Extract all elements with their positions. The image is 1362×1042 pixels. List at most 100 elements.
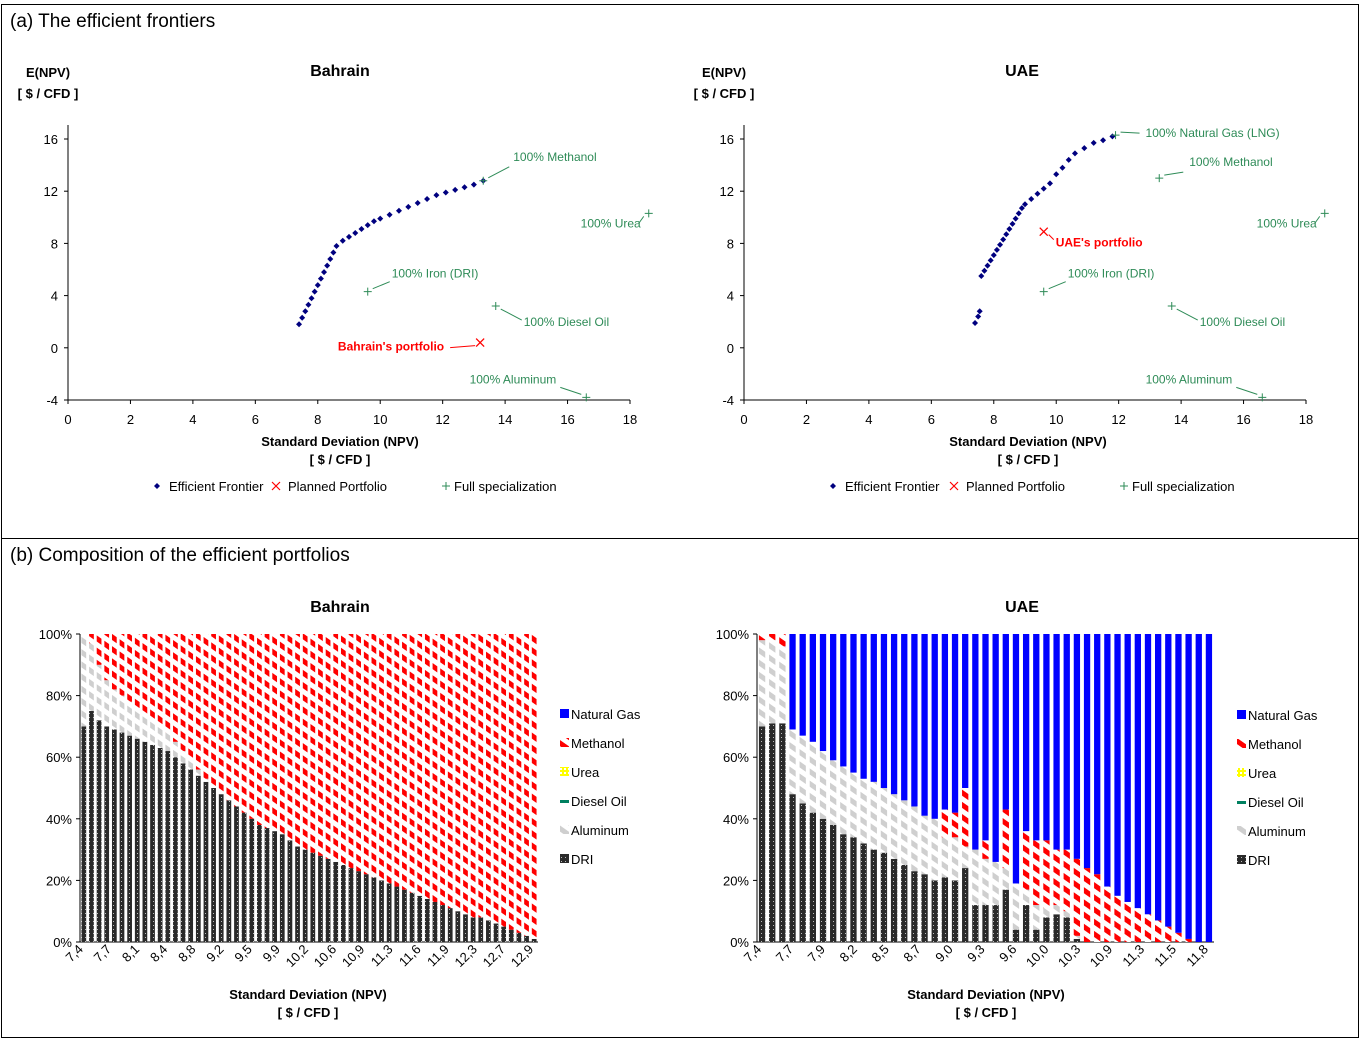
- bar-segment-natural-gas: [901, 634, 908, 801]
- legend-label-dri: DRI: [1248, 853, 1270, 868]
- x-axis-label: Standard Deviation (NPV): [229, 987, 386, 1002]
- x-tick-label: 12,9: [508, 942, 537, 971]
- x-tick-label: 8,2: [837, 942, 860, 965]
- bar-segment-aluminum: [165, 732, 171, 752]
- bar-segment-aluminum: [1022, 889, 1030, 906]
- bar-segment-aluminum: [180, 751, 186, 764]
- bar-segment-dri: [257, 824, 262, 942]
- x-axis-unit: [ $ / CFD ]: [310, 452, 371, 467]
- bar-segment-natural-gas: [911, 634, 918, 807]
- y-tick-label: 4: [51, 289, 58, 304]
- bar-segment-natural-gas: [1063, 634, 1070, 850]
- x-tick-label: 4: [865, 412, 872, 427]
- frontier-point: [452, 186, 459, 193]
- y-tick-label: 0: [727, 341, 734, 356]
- legend-specialization-label: Full specialization: [1132, 479, 1235, 494]
- bar-segment-methanol: [211, 634, 216, 788]
- bar-segment-natural-gas: [890, 634, 898, 795]
- x-tick-label: 10,9: [339, 942, 368, 971]
- specialization-point: [1167, 302, 1176, 311]
- frontier-point: [302, 308, 309, 315]
- bar-segment-methanol: [363, 634, 369, 875]
- specialization-leader: [1176, 308, 1198, 321]
- bar-segment-dri: [302, 849, 308, 942]
- bar-segment-methanol: [356, 634, 361, 872]
- frontier-point: [1009, 220, 1016, 227]
- x-tick-label: 12,3: [452, 942, 481, 971]
- y-tick-label: 8: [51, 236, 58, 251]
- bar-segment-methanol: [962, 788, 969, 847]
- bar-segment-natural-gas: [1154, 634, 1162, 921]
- frontier-point: [327, 256, 334, 263]
- bar-segment-aluminum: [173, 741, 178, 758]
- specialization-label: 100% Aluminum: [470, 372, 557, 386]
- x-tick-label: 9,2: [203, 942, 226, 965]
- specialization-point: [491, 302, 500, 311]
- bar-segment-aluminum: [188, 760, 194, 770]
- frontier-point: [395, 207, 402, 214]
- x-tick-label: 10: [1049, 412, 1063, 427]
- y-tick-label: 100%: [39, 627, 73, 642]
- bar-segment-dri: [911, 871, 918, 942]
- y-tick-label: 16: [720, 132, 734, 147]
- bar-segment-dri: [789, 794, 796, 942]
- bar-segment-dri: [218, 794, 224, 942]
- bar-segment-aluminum: [758, 640, 766, 727]
- frontier-point: [333, 243, 340, 250]
- specialization-leader: [372, 281, 390, 290]
- bar-segment-dri: [1002, 889, 1009, 942]
- legend-label-diesel-oil: Diesel Oil: [1248, 795, 1304, 810]
- bar-segment-aluminum: [89, 643, 94, 711]
- bar-segment-methanol: [1154, 920, 1162, 942]
- bar-segment-dri: [1012, 929, 1020, 942]
- planned-leader: [1048, 234, 1055, 241]
- bar-segment-dri: [982, 905, 989, 942]
- legend-swatch-urea: [560, 767, 569, 776]
- frontier-point: [1040, 185, 1047, 192]
- specialization-point: [1039, 287, 1048, 296]
- legend-label-aluminum: Aluminum: [571, 823, 629, 838]
- specialization-point: [1155, 174, 1164, 183]
- frontier-point: [314, 282, 321, 289]
- bar-segment-dri: [165, 751, 171, 942]
- frontier-point: [1003, 231, 1010, 238]
- bar-segment-dri: [1033, 929, 1040, 942]
- legend-swatch-aluminum: [1237, 826, 1246, 835]
- bar-segment-methanol: [203, 634, 209, 779]
- x-tick-label: 8,8: [175, 942, 198, 965]
- x-axis-unit: [ $ / CFD ]: [998, 452, 1059, 467]
- bar-segment-aluminum: [134, 707, 140, 739]
- bar-segment-aluminum: [96, 664, 102, 721]
- bar-segment-natural-gas: [921, 634, 928, 816]
- bar-segment-methanol: [432, 634, 438, 902]
- bar-segment-methanol: [447, 634, 453, 909]
- bar-segment-dri: [850, 837, 857, 942]
- x-tick-label: 10,2: [283, 942, 312, 971]
- planned-leader: [450, 345, 476, 349]
- planned-portfolio-label: Bahrain's portfolio: [338, 340, 444, 354]
- frontier-point: [987, 257, 994, 264]
- frontier-point: [1046, 180, 1053, 187]
- bar-segment-aluminum: [870, 781, 877, 850]
- bar-segment-dri: [340, 865, 346, 942]
- x-tick-label: 14: [1174, 412, 1188, 427]
- frontier-point: [352, 229, 359, 236]
- bar-segment-dri: [440, 905, 445, 942]
- bar-segment-dri: [1063, 917, 1070, 942]
- legend-frontier-marker: [830, 483, 836, 489]
- bar-segment-natural-gas: [799, 634, 806, 736]
- frontier-point: [346, 233, 352, 240]
- frontier-point: [330, 249, 337, 256]
- legend-specialization-marker: [442, 482, 450, 490]
- bar-segment-dri: [921, 874, 928, 942]
- bar-segment-dri: [371, 877, 377, 942]
- bar-segment-methanol: [951, 812, 959, 838]
- frontier-point: [1028, 196, 1035, 203]
- bar-segment-methanol: [333, 634, 339, 862]
- bar-segment-aluminum: [111, 689, 117, 730]
- y-tick-label: 12: [720, 184, 734, 199]
- bar-segment-dri: [295, 846, 300, 942]
- x-tick-label: 6: [252, 412, 259, 427]
- frontier-point: [296, 321, 303, 328]
